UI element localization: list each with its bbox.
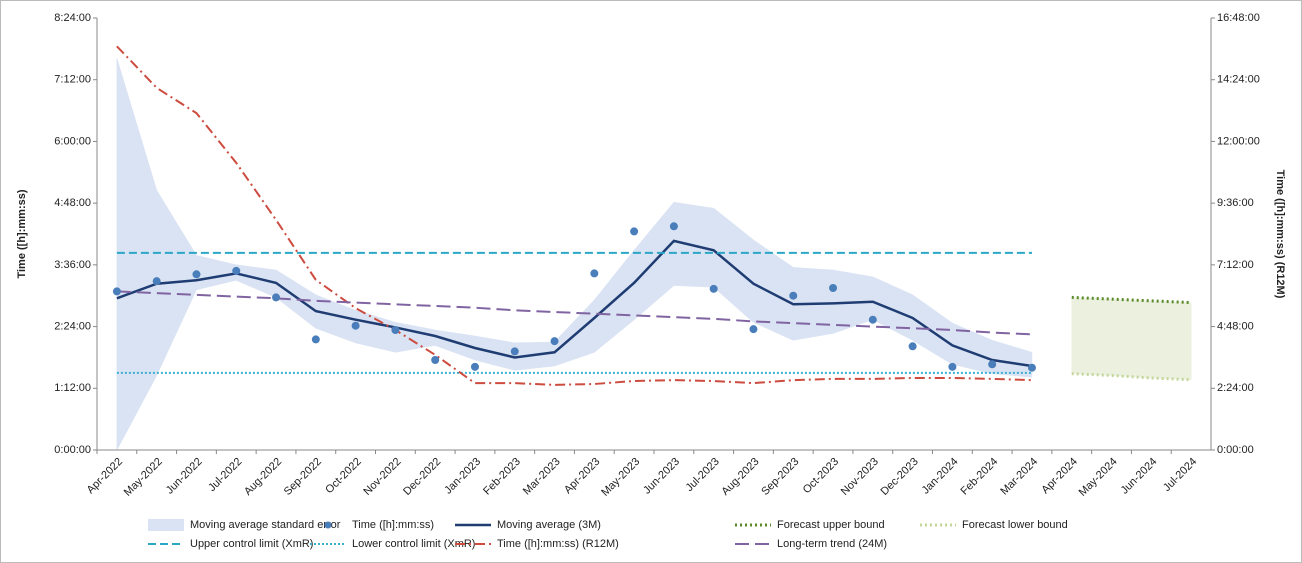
forecast-area bbox=[1071, 297, 1112, 376]
data-point bbox=[709, 284, 718, 293]
data-point bbox=[431, 356, 440, 364]
data-point bbox=[232, 266, 241, 275]
data-point bbox=[192, 270, 201, 279]
data-point bbox=[988, 360, 997, 369]
legend-label: Forecast upper bound bbox=[777, 519, 885, 531]
legend-swatch bbox=[324, 521, 332, 529]
data-point bbox=[868, 315, 877, 324]
series-line bbox=[116, 290, 1033, 336]
legend-label: Lower control limit (XmR) bbox=[352, 538, 475, 550]
legend-label: Forecast lower bound bbox=[962, 519, 1068, 531]
series-line bbox=[116, 45, 1032, 386]
y2-axis-title: Time ([h]:mm:ss) (R12M) bbox=[1274, 170, 1286, 299]
data-point bbox=[272, 293, 281, 302]
y-tick-label: 4:48:00 bbox=[54, 197, 91, 209]
y2-tick-label: 7:12:00 bbox=[1217, 259, 1254, 271]
y2-tick-label: 12:00:00 bbox=[1217, 135, 1260, 147]
data-point bbox=[510, 347, 519, 356]
legend-label: Long-term trend (24M) bbox=[777, 538, 887, 550]
data-point bbox=[829, 284, 838, 292]
y-tick-label: 8:24:00 bbox=[54, 12, 91, 24]
data-point bbox=[908, 342, 917, 351]
data-point bbox=[112, 287, 121, 296]
y2-tick-label: 14:24:00 bbox=[1217, 74, 1260, 86]
y2-tick-label: 0:00:00 bbox=[1217, 444, 1254, 456]
y2-tick-label: 4:48:00 bbox=[1217, 320, 1254, 332]
y-tick-label: 7:12:00 bbox=[54, 74, 91, 86]
legend-label: Moving average (3M) bbox=[497, 519, 601, 531]
data-point bbox=[311, 335, 320, 344]
y-tick-label: 1:12:00 bbox=[54, 382, 91, 394]
plot-area bbox=[112, 45, 1192, 451]
y2-tick-label: 9:36:00 bbox=[1217, 197, 1254, 209]
data-point bbox=[550, 337, 559, 346]
data-point bbox=[391, 326, 400, 334]
data-point bbox=[590, 269, 599, 278]
forecast-area bbox=[1151, 300, 1192, 381]
data-point bbox=[948, 362, 957, 371]
forecast-area bbox=[1111, 298, 1152, 379]
data-point bbox=[1027, 363, 1036, 372]
legend-label: Upper control limit (XmR) bbox=[190, 538, 313, 550]
y-axis-title: Time ([h]:mm:ss) bbox=[16, 189, 28, 278]
y-tick-label: 2:24:00 bbox=[54, 320, 91, 332]
data-point bbox=[470, 362, 479, 371]
y2-tick-label: 2:24:00 bbox=[1217, 382, 1254, 394]
data-point bbox=[351, 321, 360, 330]
series-line bbox=[116, 239, 1033, 368]
data-point bbox=[152, 277, 161, 286]
legend-swatch bbox=[148, 519, 184, 531]
legend-label: Moving average standard error bbox=[190, 519, 341, 531]
y-tick-label: 3:36:00 bbox=[54, 259, 91, 271]
data-point bbox=[789, 291, 798, 300]
data-point bbox=[630, 227, 639, 236]
data-point bbox=[749, 325, 758, 334]
legend-label: Time ([h]:mm:ss) (R12M) bbox=[497, 538, 619, 550]
data-point bbox=[669, 222, 678, 231]
y-tick-label: 6:00:00 bbox=[54, 135, 91, 147]
legend-label: Time ([h]:mm:ss) bbox=[352, 519, 434, 531]
y2-tick-label: 16:48:00 bbox=[1217, 12, 1260, 24]
y-tick-label: 0:00:00 bbox=[54, 444, 91, 456]
